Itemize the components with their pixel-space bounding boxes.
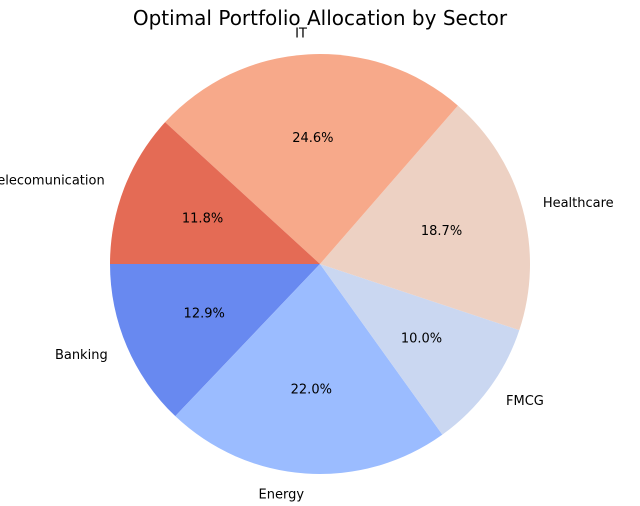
pie-slice-it [165, 53, 458, 264]
pie-slice-energy [175, 264, 443, 475]
pie-slice-healthcare [320, 105, 531, 331]
chart-title: Optimal Portfolio Allocation by Sector [133, 6, 508, 30]
slice-percent-label: 11.8% [182, 211, 223, 226]
slice-category-label: Telecomunication [0, 173, 105, 188]
slice-category-label: Healthcare [543, 196, 614, 211]
slice-percent-label: 24.6% [292, 131, 333, 146]
slice-category-label: Banking [55, 348, 108, 363]
slice-percent-label: 18.7% [421, 224, 462, 239]
slice-category-label: FMCG [506, 394, 544, 409]
pie-labels: 12.9% Banking 22.0% Energy 10.0% FMCG 18.7% Hea… [0, 26, 614, 502]
pie-slice-telecomunication [110, 122, 320, 264]
slice-percent-label: 12.9% [184, 307, 225, 322]
pie-slices [110, 53, 531, 475]
slice-category-label: Energy [259, 487, 305, 502]
slice-category-label: IT [295, 26, 307, 41]
slice-percent-label: 22.0% [291, 383, 332, 398]
slice-percent-label: 10.0% [401, 332, 442, 347]
pie-slice-fmcg [320, 264, 520, 435]
pie-slice-banking [110, 264, 320, 417]
